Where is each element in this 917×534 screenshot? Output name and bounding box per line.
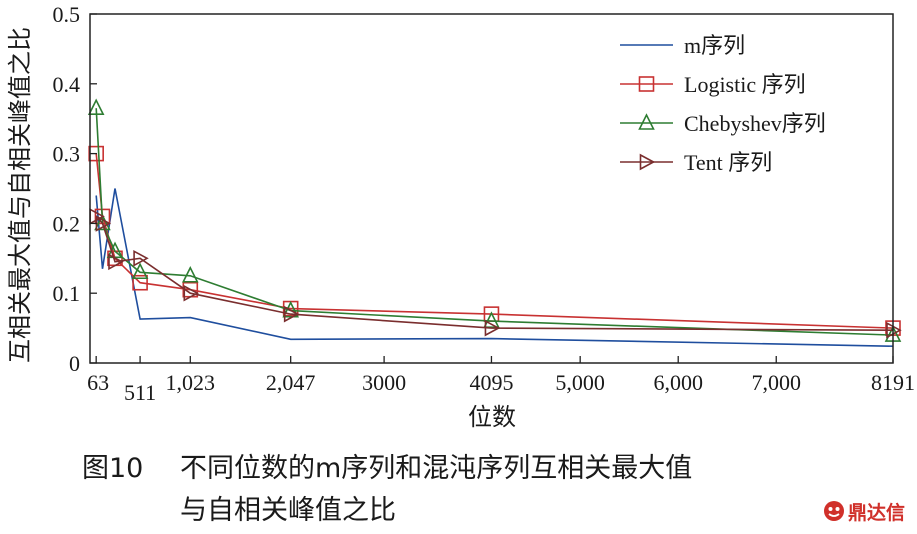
triangle-up-marker — [181, 265, 199, 283]
triangle-up-marker — [282, 300, 299, 318]
triangle-right-marker — [108, 253, 124, 271]
series-triangle-up — [87, 98, 902, 342]
caption-line-2: 与自相关峰值之比 — [180, 495, 396, 526]
watermark-text: 鼎达信 — [847, 501, 905, 524]
face-logo-icon — [823, 501, 844, 521]
axes: 0 0.1 0.2 0.3 0.4 0.5 63 511 1,023 2,047 3000 4095 5… — [53, 2, 916, 405]
square-marker — [638, 76, 655, 92]
series-line — [95, 215, 894, 332]
triangle-up-marker — [638, 113, 655, 130]
x-tick-label: 63 — [87, 370, 109, 395]
series-line — [95, 188, 894, 347]
triangle-right-marker — [133, 249, 149, 267]
triangle-right-marker — [283, 305, 300, 323]
legend-label: m序列 — [684, 33, 745, 58]
x-tick-label: 6,000 — [653, 370, 703, 395]
y-axis-title: 互相关最大值与自相关峰值之比 — [6, 27, 34, 363]
triangle-right-marker — [484, 319, 501, 337]
triangle-right-marker — [183, 284, 199, 302]
y-tick-label: 0.5 — [53, 2, 81, 27]
x-tick-label: 5,000 — [555, 370, 605, 395]
legend-label: Logistic 序列 — [684, 72, 806, 97]
y-tick-label: 0 — [69, 351, 80, 376]
y-tick-label: 0.1 — [53, 281, 81, 306]
plot-frame — [89, 13, 894, 364]
series-square — [88, 145, 901, 336]
series-line — [95, 108, 894, 336]
x-tick-label: 1,023 — [166, 370, 216, 395]
legend: m序列 Logistic 序列 Chebyshev序列 Tent 序列 — [620, 33, 826, 175]
series-triangle-right — [89, 208, 902, 339]
series-line — [95, 153, 894, 329]
watermark: 鼎达信 — [823, 496, 905, 526]
x-tick-label: 2,047 — [266, 370, 316, 395]
legend-label: Tent 序列 — [684, 150, 772, 175]
x-tick-label: 7,000 — [751, 370, 801, 395]
triangle-up-marker — [87, 98, 105, 116]
legend-label: Chebyshev序列 — [684, 111, 826, 136]
figure-caption: 图10 不同位数的m序列和混沌序列互相关最大值 与自相关峰值之比 — [82, 448, 882, 532]
x-tick-label: 511 — [124, 380, 156, 405]
y-tick-label: 0.4 — [53, 72, 81, 97]
y-tick-label: 0.3 — [53, 142, 81, 167]
triangle-up-marker — [131, 262, 149, 280]
x-tick-label: 4095 — [469, 370, 513, 395]
x-tick-label: 8191 — [871, 370, 915, 395]
chart: 0 0.1 0.2 0.3 0.4 0.5 63 511 1,023 2,047 3000 4095 5… — [6, 2, 916, 431]
triangle-up-marker — [483, 311, 500, 328]
y-tick-label: 0.2 — [53, 211, 81, 236]
figure-number: 图10 — [82, 453, 144, 484]
triangle-right-marker — [639, 153, 656, 171]
series-layer — [87, 98, 902, 347]
x-axis-title: 位数 — [468, 403, 516, 431]
square-marker — [88, 145, 104, 162]
caption-line-1: 不同位数的m序列和混沌序列互相关最大值 — [180, 453, 693, 484]
x-tick-label: 3000 — [362, 370, 406, 395]
series-none — [95, 188, 894, 347]
square-marker — [132, 274, 148, 291]
